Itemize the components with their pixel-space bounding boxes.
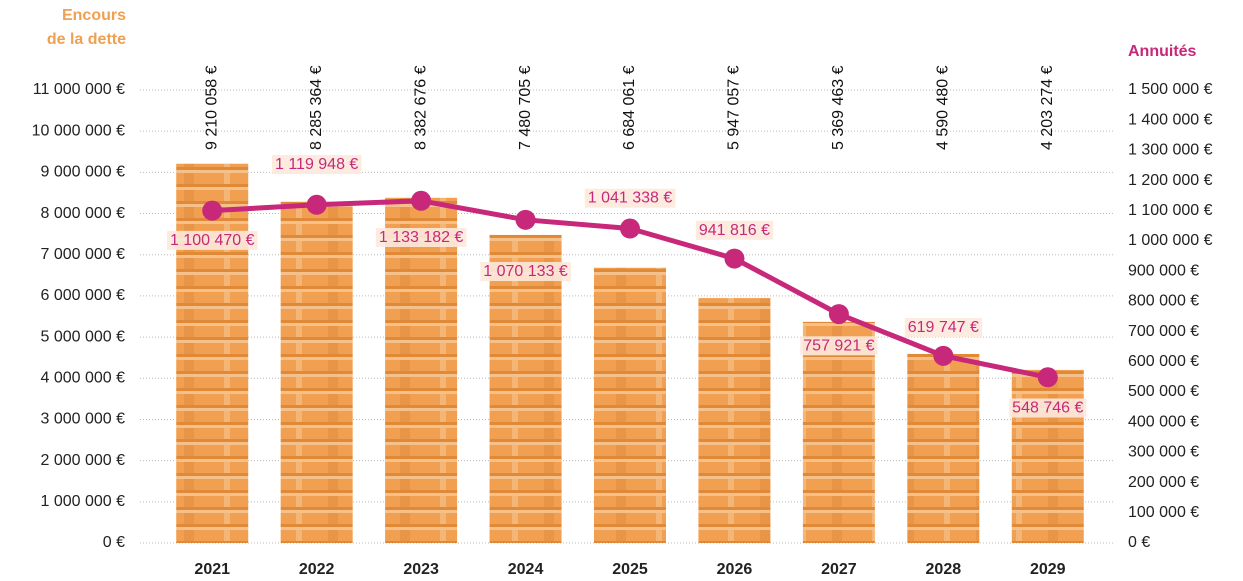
line-point xyxy=(724,249,744,269)
y2-tick-label: 1 500 000 € xyxy=(1128,81,1213,98)
bar-value-label: 5 369 463 € xyxy=(830,65,847,150)
coin-stack xyxy=(490,235,562,543)
y-tick-label: 4 000 000 € xyxy=(40,369,125,386)
y-axis-title: de la dette xyxy=(47,31,126,48)
y2-axis-title: Annuités xyxy=(1128,43,1197,60)
y2-tick-label: 1 100 000 € xyxy=(1128,202,1213,219)
y-tick-label: 0 € xyxy=(103,534,125,551)
y-tick-label: 5 000 000 € xyxy=(40,328,125,345)
coin-stack xyxy=(281,202,353,543)
line-value-label: 1 070 133 € xyxy=(483,263,568,280)
line-point xyxy=(516,210,536,230)
x-tick-label: 2028 xyxy=(926,561,962,578)
x-tick-label: 2025 xyxy=(612,561,648,578)
y2-tick-label: 1 400 000 € xyxy=(1128,111,1213,128)
y2-tick-label: 600 000 € xyxy=(1128,353,1199,370)
y2-tick-label: 1 300 000 € xyxy=(1128,142,1213,159)
line-value-label: 1 100 470 € xyxy=(170,232,255,249)
y2-tick-label: 900 000 € xyxy=(1128,262,1199,279)
y2-tick-label: 100 000 € xyxy=(1128,504,1199,521)
y-axis-title: Encours xyxy=(62,7,126,24)
y2-tick-label: 1 000 000 € xyxy=(1128,232,1213,249)
chart: Encours de la dette Annuités 0 € 1 000 00… xyxy=(0,0,1243,581)
y-tick-label: 8 000 000 € xyxy=(40,205,125,222)
line-value-label: 548 746 € xyxy=(1012,399,1083,416)
y2-tick-label: 400 000 € xyxy=(1128,413,1199,430)
bar-value-label: 7 480 705 € xyxy=(517,65,534,150)
line-value-label: 619 747 € xyxy=(908,319,979,336)
y2-tick-label: 700 000 € xyxy=(1128,323,1199,340)
line-point xyxy=(1038,367,1058,387)
coin-stack xyxy=(1012,370,1084,543)
coin-stack xyxy=(907,354,979,543)
line-point xyxy=(620,219,640,239)
y-tick-label: 2 000 000 € xyxy=(40,452,125,469)
bar-value-label: 4 203 274 € xyxy=(1039,65,1056,150)
y2-tick-label: 0 € xyxy=(1128,534,1150,551)
line-point xyxy=(307,195,327,215)
x-tick-label: 2029 xyxy=(1030,561,1066,578)
y-tick-label: 3 000 000 € xyxy=(40,411,125,428)
bar-value-label: 6 684 061 € xyxy=(621,65,638,150)
x-tick-label: 2024 xyxy=(508,561,544,578)
x-tick-label: 2021 xyxy=(194,561,230,578)
y-tick-label: 11 000 000 € xyxy=(33,81,125,98)
line-value-label: 1 041 338 € xyxy=(588,190,673,207)
y2-tick-label: 800 000 € xyxy=(1128,293,1199,310)
x-tick-label: 2023 xyxy=(403,561,439,578)
x-tick-label: 2027 xyxy=(821,561,857,578)
y-tick-label: 6 000 000 € xyxy=(40,287,125,304)
coin-stack xyxy=(385,198,457,543)
y2-tick-label: 1 200 000 € xyxy=(1128,172,1213,189)
line-value-label: 941 816 € xyxy=(699,222,770,239)
x-tick-label: 2022 xyxy=(299,561,335,578)
y-tick-label: 1 000 000 € xyxy=(40,493,125,510)
coin-stack xyxy=(698,298,770,543)
line-point xyxy=(829,304,849,324)
coin-stack xyxy=(594,268,666,543)
line-point xyxy=(933,346,953,366)
line-value-label: 757 921 € xyxy=(803,337,874,354)
line-point xyxy=(202,201,222,221)
y-tick-label: 7 000 000 € xyxy=(40,246,125,263)
x-tick-label: 2026 xyxy=(717,561,753,578)
line-point xyxy=(411,191,431,211)
line-value-label: 1 119 948 € xyxy=(275,156,358,173)
bar-value-label: 5 947 057 € xyxy=(726,65,743,150)
bar-value-label: 9 210 058 € xyxy=(203,65,220,150)
y2-tick-label: 500 000 € xyxy=(1128,383,1199,400)
bar-value-label: 4 590 480 € xyxy=(935,65,952,150)
line-value-label: 1 133 182 € xyxy=(379,229,464,246)
y-tick-label: 9 000 000 € xyxy=(40,164,125,181)
y2-tick-label: 200 000 € xyxy=(1128,474,1199,491)
y2-tick-label: 300 000 € xyxy=(1128,444,1199,461)
bar-value-label: 8 285 364 € xyxy=(308,65,325,150)
y-tick-label: 10 000 000 € xyxy=(32,122,126,139)
bar-value-label: 8 382 676 € xyxy=(412,65,429,150)
